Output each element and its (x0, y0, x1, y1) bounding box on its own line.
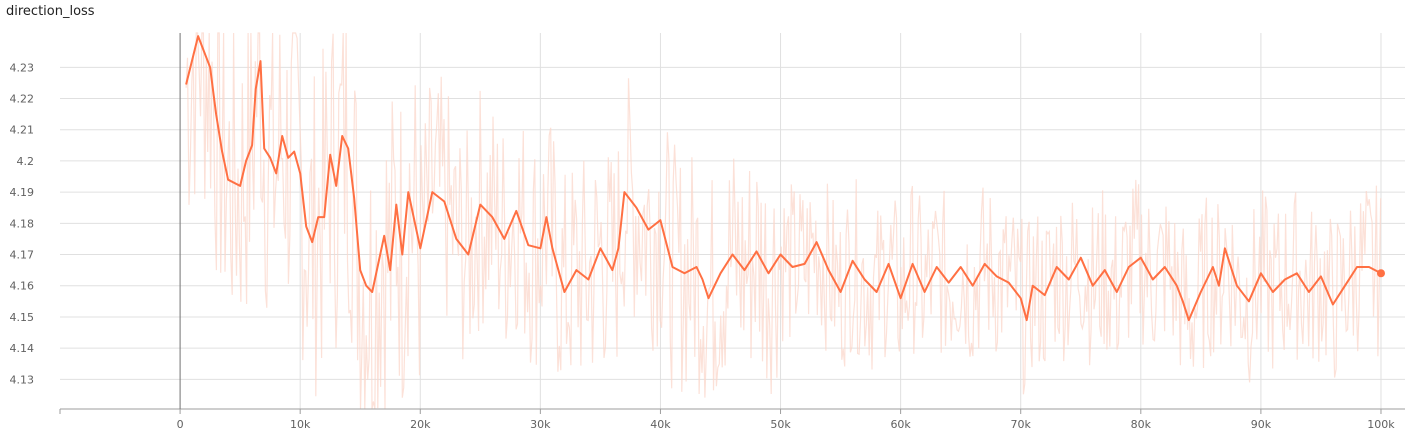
x-tick-label: 40k (650, 418, 671, 431)
axes (59, 33, 1405, 414)
smoothed-series-line (185, 35, 1385, 322)
raw-series-line (185, 32, 1382, 410)
x-tick-label: 70k (1011, 418, 1032, 431)
y-tick-label: 4.16 (10, 280, 35, 293)
y-tick-label: 4.22 (10, 93, 35, 106)
raw-series (185, 32, 1382, 410)
x-tick-label: 0 (177, 418, 184, 431)
x-tick-label: 10k (290, 418, 311, 431)
x-tick-label: 80k (1131, 418, 1152, 431)
y-tick-label: 4.17 (10, 249, 35, 262)
y-tick-label: 4.2 (17, 155, 35, 168)
x-tick-label: 90k (1251, 418, 1272, 431)
x-tick-label: 60k (890, 418, 911, 431)
y-tick-label: 4.14 (10, 342, 35, 355)
last-value-marker (1376, 269, 1385, 278)
y-tick-label: 4.19 (10, 186, 35, 199)
y-tick-label: 4.21 (10, 124, 35, 137)
x-tick-label: 100k (1367, 418, 1395, 431)
smoothed-series (185, 35, 1382, 322)
y-tick-label: 4.18 (10, 217, 35, 230)
chart-title: direction_loss (6, 4, 95, 19)
x-tick-label: 20k (410, 418, 431, 431)
x-tick-label: 50k (770, 418, 791, 431)
tick-labels: 4.13 4.14 4.15 4.16 4.17 4.18 4.19 4.2 4.21 4.22 4… (10, 61, 1396, 431)
y-tick-label: 4.15 (10, 311, 35, 324)
y-tick-label: 4.13 (10, 373, 35, 386)
y-tick-label: 4.23 (10, 61, 35, 74)
x-tick-label: 30k (530, 418, 551, 431)
